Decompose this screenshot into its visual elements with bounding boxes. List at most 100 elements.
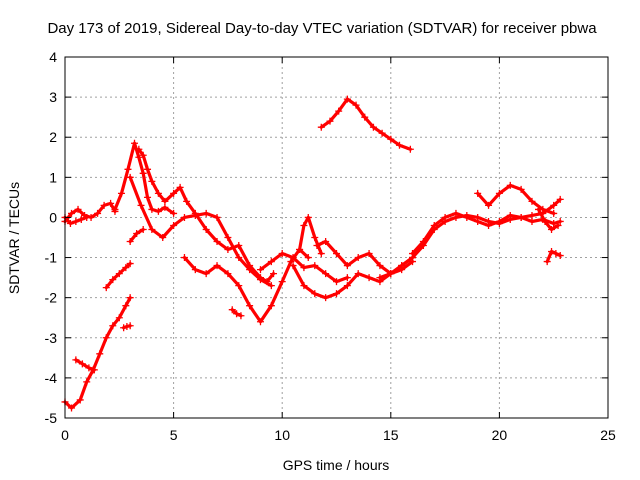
data-point (326, 117, 334, 125)
chart-title: Day 173 of 2019, Sidereal Day-to-day VTE… (47, 20, 597, 37)
data-point (126, 173, 134, 181)
data-point (100, 201, 108, 209)
data-point (72, 356, 80, 364)
data-point (224, 270, 232, 278)
data-point (528, 211, 536, 219)
series-arc-3 (120, 322, 134, 332)
data-point (543, 258, 551, 266)
data-point (474, 217, 482, 225)
data-point (369, 123, 377, 131)
data-point (115, 314, 123, 322)
x-tick-label: 25 (600, 427, 616, 443)
data-point (235, 254, 243, 262)
data-point (300, 282, 308, 290)
data-point (191, 211, 199, 219)
x-tick-label: 10 (274, 427, 290, 443)
data-point (139, 225, 147, 233)
data-point (124, 165, 132, 173)
data-point (246, 266, 254, 274)
data-point (322, 294, 330, 302)
data-point (123, 323, 131, 331)
data-point (550, 219, 558, 227)
data-point (139, 169, 147, 177)
data-point (554, 221, 562, 229)
series-trace (63, 201, 117, 224)
data-point (176, 183, 184, 191)
data-point (278, 250, 286, 258)
x-axis-label: GPS time / hours (283, 457, 390, 473)
data-point (154, 189, 162, 197)
data-point (224, 246, 232, 254)
data-point (107, 199, 115, 207)
y-tick-label: -2 (45, 290, 58, 306)
y-tick-label: 3 (49, 89, 57, 105)
data-point (161, 203, 169, 211)
data-point (256, 266, 264, 274)
data-point (365, 274, 373, 282)
data-point (267, 258, 275, 266)
data-point (430, 221, 438, 229)
data-point (102, 284, 110, 292)
y-tick-label: 2 (49, 129, 57, 145)
series-arc-10 (102, 260, 134, 292)
data-point (376, 274, 384, 282)
data-point (131, 139, 139, 147)
data-point (528, 217, 536, 225)
data-point (213, 213, 221, 221)
series-trace (476, 183, 556, 215)
data-point (170, 209, 178, 217)
series-arc-17 (317, 95, 414, 153)
data-point (365, 250, 373, 258)
series-trace (319, 97, 412, 151)
plot-frame (64, 56, 609, 419)
data-point (233, 310, 241, 318)
series-arc-9 (126, 225, 147, 246)
series-arc-21 (534, 205, 562, 233)
y-tick-label: 4 (49, 49, 57, 65)
series-arc-11 (180, 246, 312, 326)
data-point (289, 254, 297, 262)
grid-layer (65, 57, 608, 418)
data-point (343, 282, 351, 290)
data-point (452, 209, 460, 217)
data-point (246, 302, 254, 310)
data-point (224, 234, 232, 241)
data-point (202, 225, 210, 233)
data-point (115, 270, 123, 278)
data-point (180, 254, 188, 262)
data-point (300, 264, 308, 272)
data-point (322, 270, 330, 278)
data-point (541, 217, 549, 225)
data-point (109, 322, 117, 330)
data-point (419, 238, 427, 246)
y-tick-label: 0 (49, 209, 57, 225)
data-point (66, 219, 74, 227)
y-tick-label: -3 (45, 330, 58, 346)
data-point (352, 101, 360, 109)
data-point (495, 189, 503, 197)
data-point (463, 213, 471, 221)
data-point (556, 195, 564, 203)
data-point (237, 312, 245, 320)
series-trace (315, 239, 415, 276)
series-trace (128, 175, 273, 288)
tick-layer (64, 56, 609, 419)
series-layer (61, 95, 564, 412)
series-arc-20 (474, 181, 558, 217)
data-point (343, 95, 351, 103)
data-point (68, 209, 76, 217)
data-point (409, 250, 417, 258)
data-point (387, 135, 395, 143)
data-point (72, 217, 80, 225)
data-point (378, 129, 386, 137)
series-arc-2 (72, 356, 98, 374)
data-point (335, 107, 343, 115)
data-point (213, 262, 221, 270)
data-point (148, 225, 156, 233)
data-point (144, 193, 152, 201)
series-arc-8 (126, 173, 275, 290)
data-point (183, 197, 191, 205)
data-point (117, 189, 125, 197)
data-point (144, 165, 152, 173)
data-point (74, 205, 82, 213)
